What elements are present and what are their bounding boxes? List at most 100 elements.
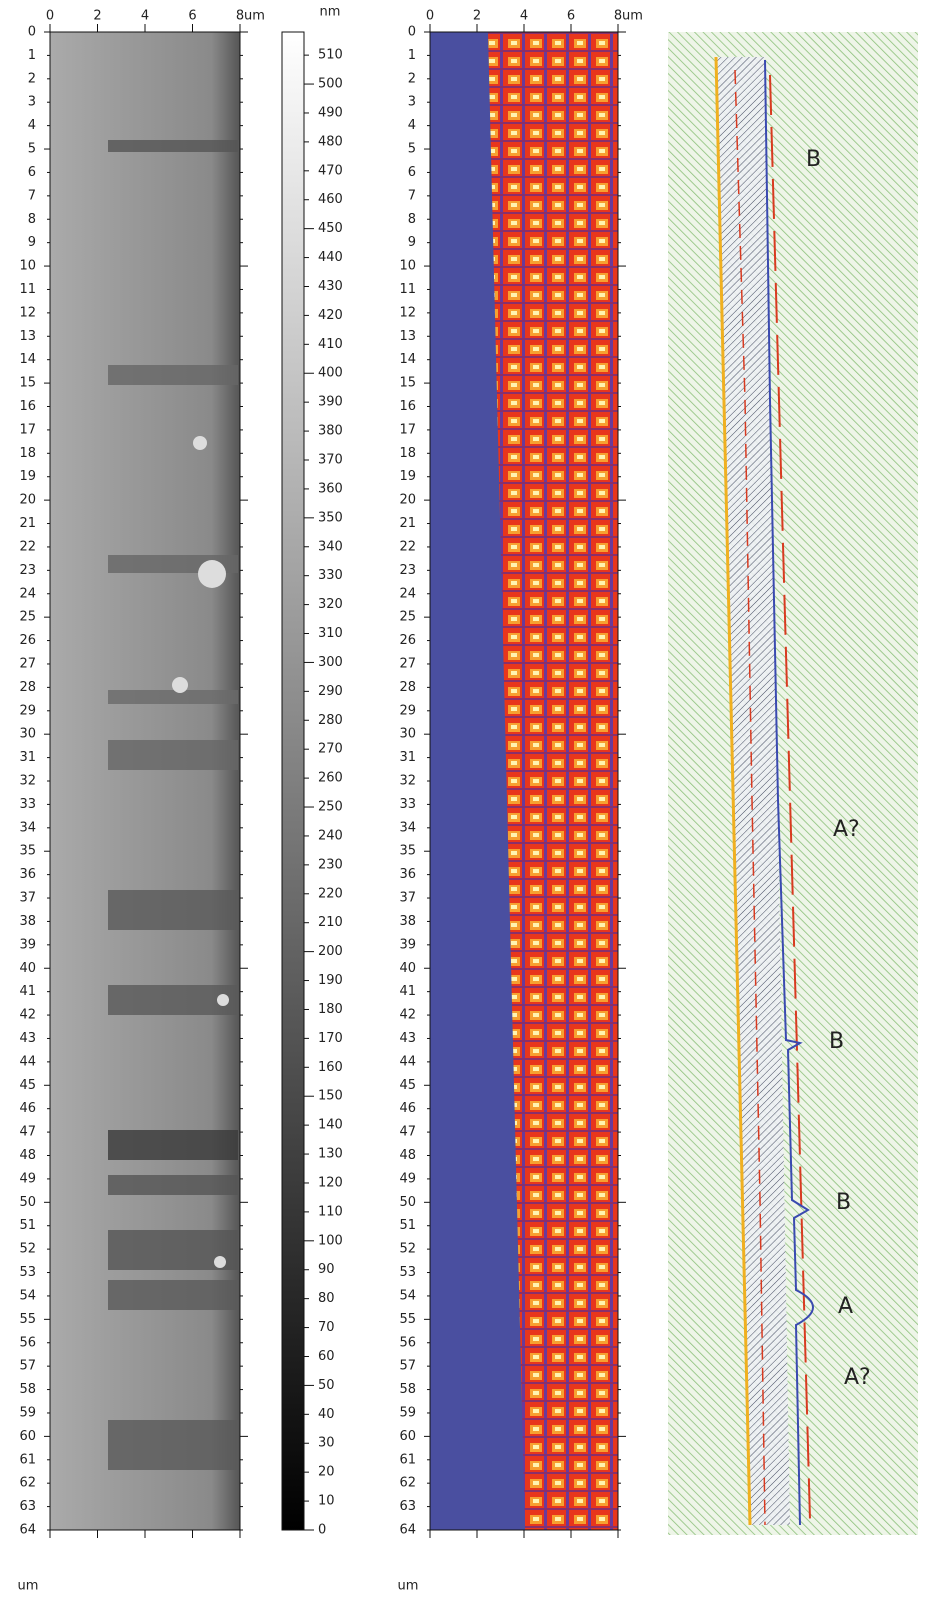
y-tick-label: 7 xyxy=(408,188,416,203)
image-band xyxy=(108,740,238,770)
y-tick-label: 52 xyxy=(19,1242,36,1257)
x-unit: um xyxy=(244,9,265,24)
surface-particle xyxy=(217,994,229,1006)
feature-annotation: B xyxy=(829,1029,844,1054)
y-tick-label: 41 xyxy=(399,984,416,999)
x-tick-label: 4 xyxy=(520,9,528,24)
colorbar-tick-label: 400 xyxy=(318,366,343,381)
colorbar-tick-label: 40 xyxy=(318,1407,335,1422)
y-tick-label: 0 xyxy=(28,25,36,40)
colorbar-tick-label: 350 xyxy=(318,510,343,525)
y-tick-label: 17 xyxy=(399,422,416,437)
y-unit: um xyxy=(18,1579,39,1594)
y-tick-label: 44 xyxy=(19,1054,36,1069)
y-tick-label: 60 xyxy=(399,1429,416,1444)
y-tick-label: 47 xyxy=(19,1125,36,1140)
y-tick-label: 24 xyxy=(399,586,416,601)
y-tick-label: 52 xyxy=(399,1242,416,1257)
y-tick-label: 40 xyxy=(19,961,36,976)
colorbar-tick-label: 390 xyxy=(318,395,343,410)
y-tick-label: 15 xyxy=(399,376,416,391)
colorbar-tick-label: 340 xyxy=(318,539,343,554)
y-tick-label: 13 xyxy=(19,329,36,344)
colorbar-tick-label: 170 xyxy=(318,1031,343,1046)
y-tick-label: 25 xyxy=(399,610,416,625)
y-tick-label: 54 xyxy=(19,1288,36,1303)
y-tick-label: 37 xyxy=(399,891,416,906)
feature-annotation: A? xyxy=(844,1365,871,1390)
image-band xyxy=(108,985,238,1015)
colorbar-tick-label: 50 xyxy=(318,1378,335,1393)
y-tick-label: 46 xyxy=(399,1101,416,1116)
y-tick-label: 55 xyxy=(399,1312,416,1327)
surface-particle xyxy=(214,1256,226,1268)
y-tick-label: 26 xyxy=(19,633,36,648)
colorbar-tick-label: 220 xyxy=(318,886,343,901)
colorbar-tick-label: 500 xyxy=(318,77,343,92)
y-tick-label: 20 xyxy=(399,493,416,508)
surface-particle xyxy=(198,560,226,588)
y-tick-label: 28 xyxy=(399,680,416,695)
y-tick-label: 8 xyxy=(408,212,416,227)
colorbar-tick-label: 360 xyxy=(318,481,343,496)
y-tick-label: 62 xyxy=(19,1476,36,1491)
y-tick-label: 25 xyxy=(19,610,36,625)
y-tick-label: 2 xyxy=(28,71,36,86)
y-tick-label: 42 xyxy=(399,1008,416,1023)
colorbar-tick-label: 90 xyxy=(318,1262,335,1277)
colorbar-tick-label: 60 xyxy=(318,1349,335,1364)
colorbar-tick-label: 100 xyxy=(318,1233,343,1248)
colorbar-tick-label: 150 xyxy=(318,1089,343,1104)
y-tick-label: 0 xyxy=(408,25,416,40)
y-tick-label: 49 xyxy=(399,1171,416,1186)
colorbar-tick-label: 300 xyxy=(318,655,343,670)
image-band xyxy=(108,140,238,152)
y-tick-label: 20 xyxy=(19,493,36,508)
y-tick-label: 59 xyxy=(399,1405,416,1420)
y-tick-label: 44 xyxy=(399,1054,416,1069)
colorbar-tick-label: 250 xyxy=(318,800,343,815)
step-edge xyxy=(769,74,811,1521)
y-unit: um xyxy=(398,1579,419,1594)
y-tick-label: 23 xyxy=(19,563,36,578)
y-tick-label: 62 xyxy=(399,1476,416,1491)
image-band xyxy=(108,1420,238,1470)
colorbar-tick-label: 210 xyxy=(318,915,343,930)
y-tick-label: 61 xyxy=(399,1452,416,1467)
y-tick-label: 22 xyxy=(399,539,416,554)
y-tick-label: 1 xyxy=(408,48,416,63)
x-tick-label: 8 xyxy=(236,9,244,24)
colorbar-tick-label: 270 xyxy=(318,742,343,757)
y-tick-label: 2 xyxy=(408,71,416,86)
phase-image-region xyxy=(488,32,618,1530)
y-tick-label: 21 xyxy=(399,516,416,531)
step-profile xyxy=(734,69,766,1526)
y-tick-label: 39 xyxy=(399,937,416,952)
colorbar-tick-label: 320 xyxy=(318,597,343,612)
y-tick-label: 11 xyxy=(19,282,36,297)
colorbar-tick-label: 110 xyxy=(318,1204,343,1219)
x-tick-label: 2 xyxy=(93,9,101,24)
y-tick-label: 45 xyxy=(19,1078,36,1093)
y-tick-label: 53 xyxy=(399,1265,416,1280)
y-tick-label: 60 xyxy=(19,1429,36,1444)
colorbar-tick-label: 370 xyxy=(318,453,343,468)
y-tick-label: 16 xyxy=(19,399,36,414)
y-tick-label: 11 xyxy=(399,282,416,297)
y-tick-label: 29 xyxy=(399,703,416,718)
colorbar xyxy=(281,31,305,1531)
y-tick-label: 55 xyxy=(19,1312,36,1327)
y-tick-label: 37 xyxy=(19,891,36,906)
colorbar-tick-label: 130 xyxy=(318,1147,343,1162)
colorbar-tick-label: 120 xyxy=(318,1175,343,1190)
y-tick-label: 3 xyxy=(28,95,36,110)
step-profile xyxy=(764,59,814,1526)
schematic-layer xyxy=(716,57,790,1525)
colorbar-tick-label: 330 xyxy=(318,568,343,583)
y-tick-label: 40 xyxy=(399,961,416,976)
colorbar-tick-label: 440 xyxy=(318,250,343,265)
y-tick-label: 6 xyxy=(408,165,416,180)
y-tick-label: 36 xyxy=(19,867,36,882)
y-tick-label: 58 xyxy=(399,1382,416,1397)
